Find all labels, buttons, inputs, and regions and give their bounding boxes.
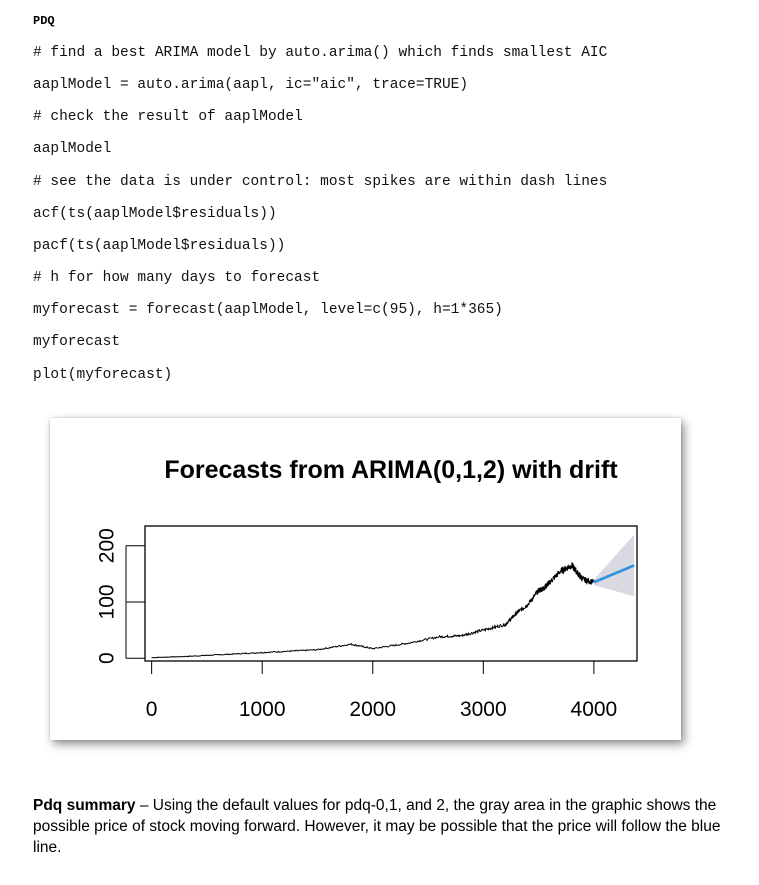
x-tick-label: 4000 (571, 698, 618, 721)
x-tick-label: 1000 (239, 698, 286, 721)
forecast-chart-figure: Forecasts from ARIMA(0,1,2) with drift 0… (50, 418, 681, 740)
code-comment-line: # h for how many days to forecast (33, 270, 321, 286)
code-comment-line: # check the result of aaplModel (33, 109, 303, 125)
x-tick-label: 2000 (349, 698, 396, 721)
historical-price-line (151, 562, 595, 659)
code-line: aaplModel (33, 141, 112, 157)
y-tick-label: 100 (96, 584, 119, 619)
prediction-interval-band (593, 534, 635, 597)
y-tick-label: 200 (96, 528, 119, 563)
plot-frame (144, 525, 638, 662)
code-comment-line: # see the data is under control: most sp… (33, 174, 608, 190)
chart-title: Forecasts from ARIMA(0,1,2) with drift (164, 456, 618, 484)
forecast-chart: Forecasts from ARIMA(0,1,2) with drift 0… (96, 456, 638, 721)
code-line: myforecast (33, 334, 121, 350)
x-tick-label: 3000 (460, 698, 507, 721)
code-comment-line: # find a best ARIMA model by auto.arima(… (33, 45, 608, 61)
code-line: myforecast = forecast(aaplModel, level=c… (33, 302, 503, 318)
section-heading: PDQ (33, 14, 55, 28)
code-line: pacf(ts(aaplModel$residuals)) (33, 238, 286, 254)
forecast-mean-line (593, 564, 635, 584)
code-line: acf(ts(aaplModel$residuals)) (33, 206, 277, 222)
code-line: aaplModel = auto.arima(aapl, ic="aic", t… (33, 77, 469, 93)
summary-text: – Using the default values for pdq-0,1, … (33, 797, 721, 856)
y-tick-label: 0 (96, 652, 119, 664)
x-tick-label: 0 (146, 698, 158, 721)
summary-paragraph: Pdq summary – Using the default values f… (33, 795, 738, 858)
code-line: plot(myforecast) (33, 367, 173, 383)
summary-label: Pdq summary (33, 797, 136, 814)
